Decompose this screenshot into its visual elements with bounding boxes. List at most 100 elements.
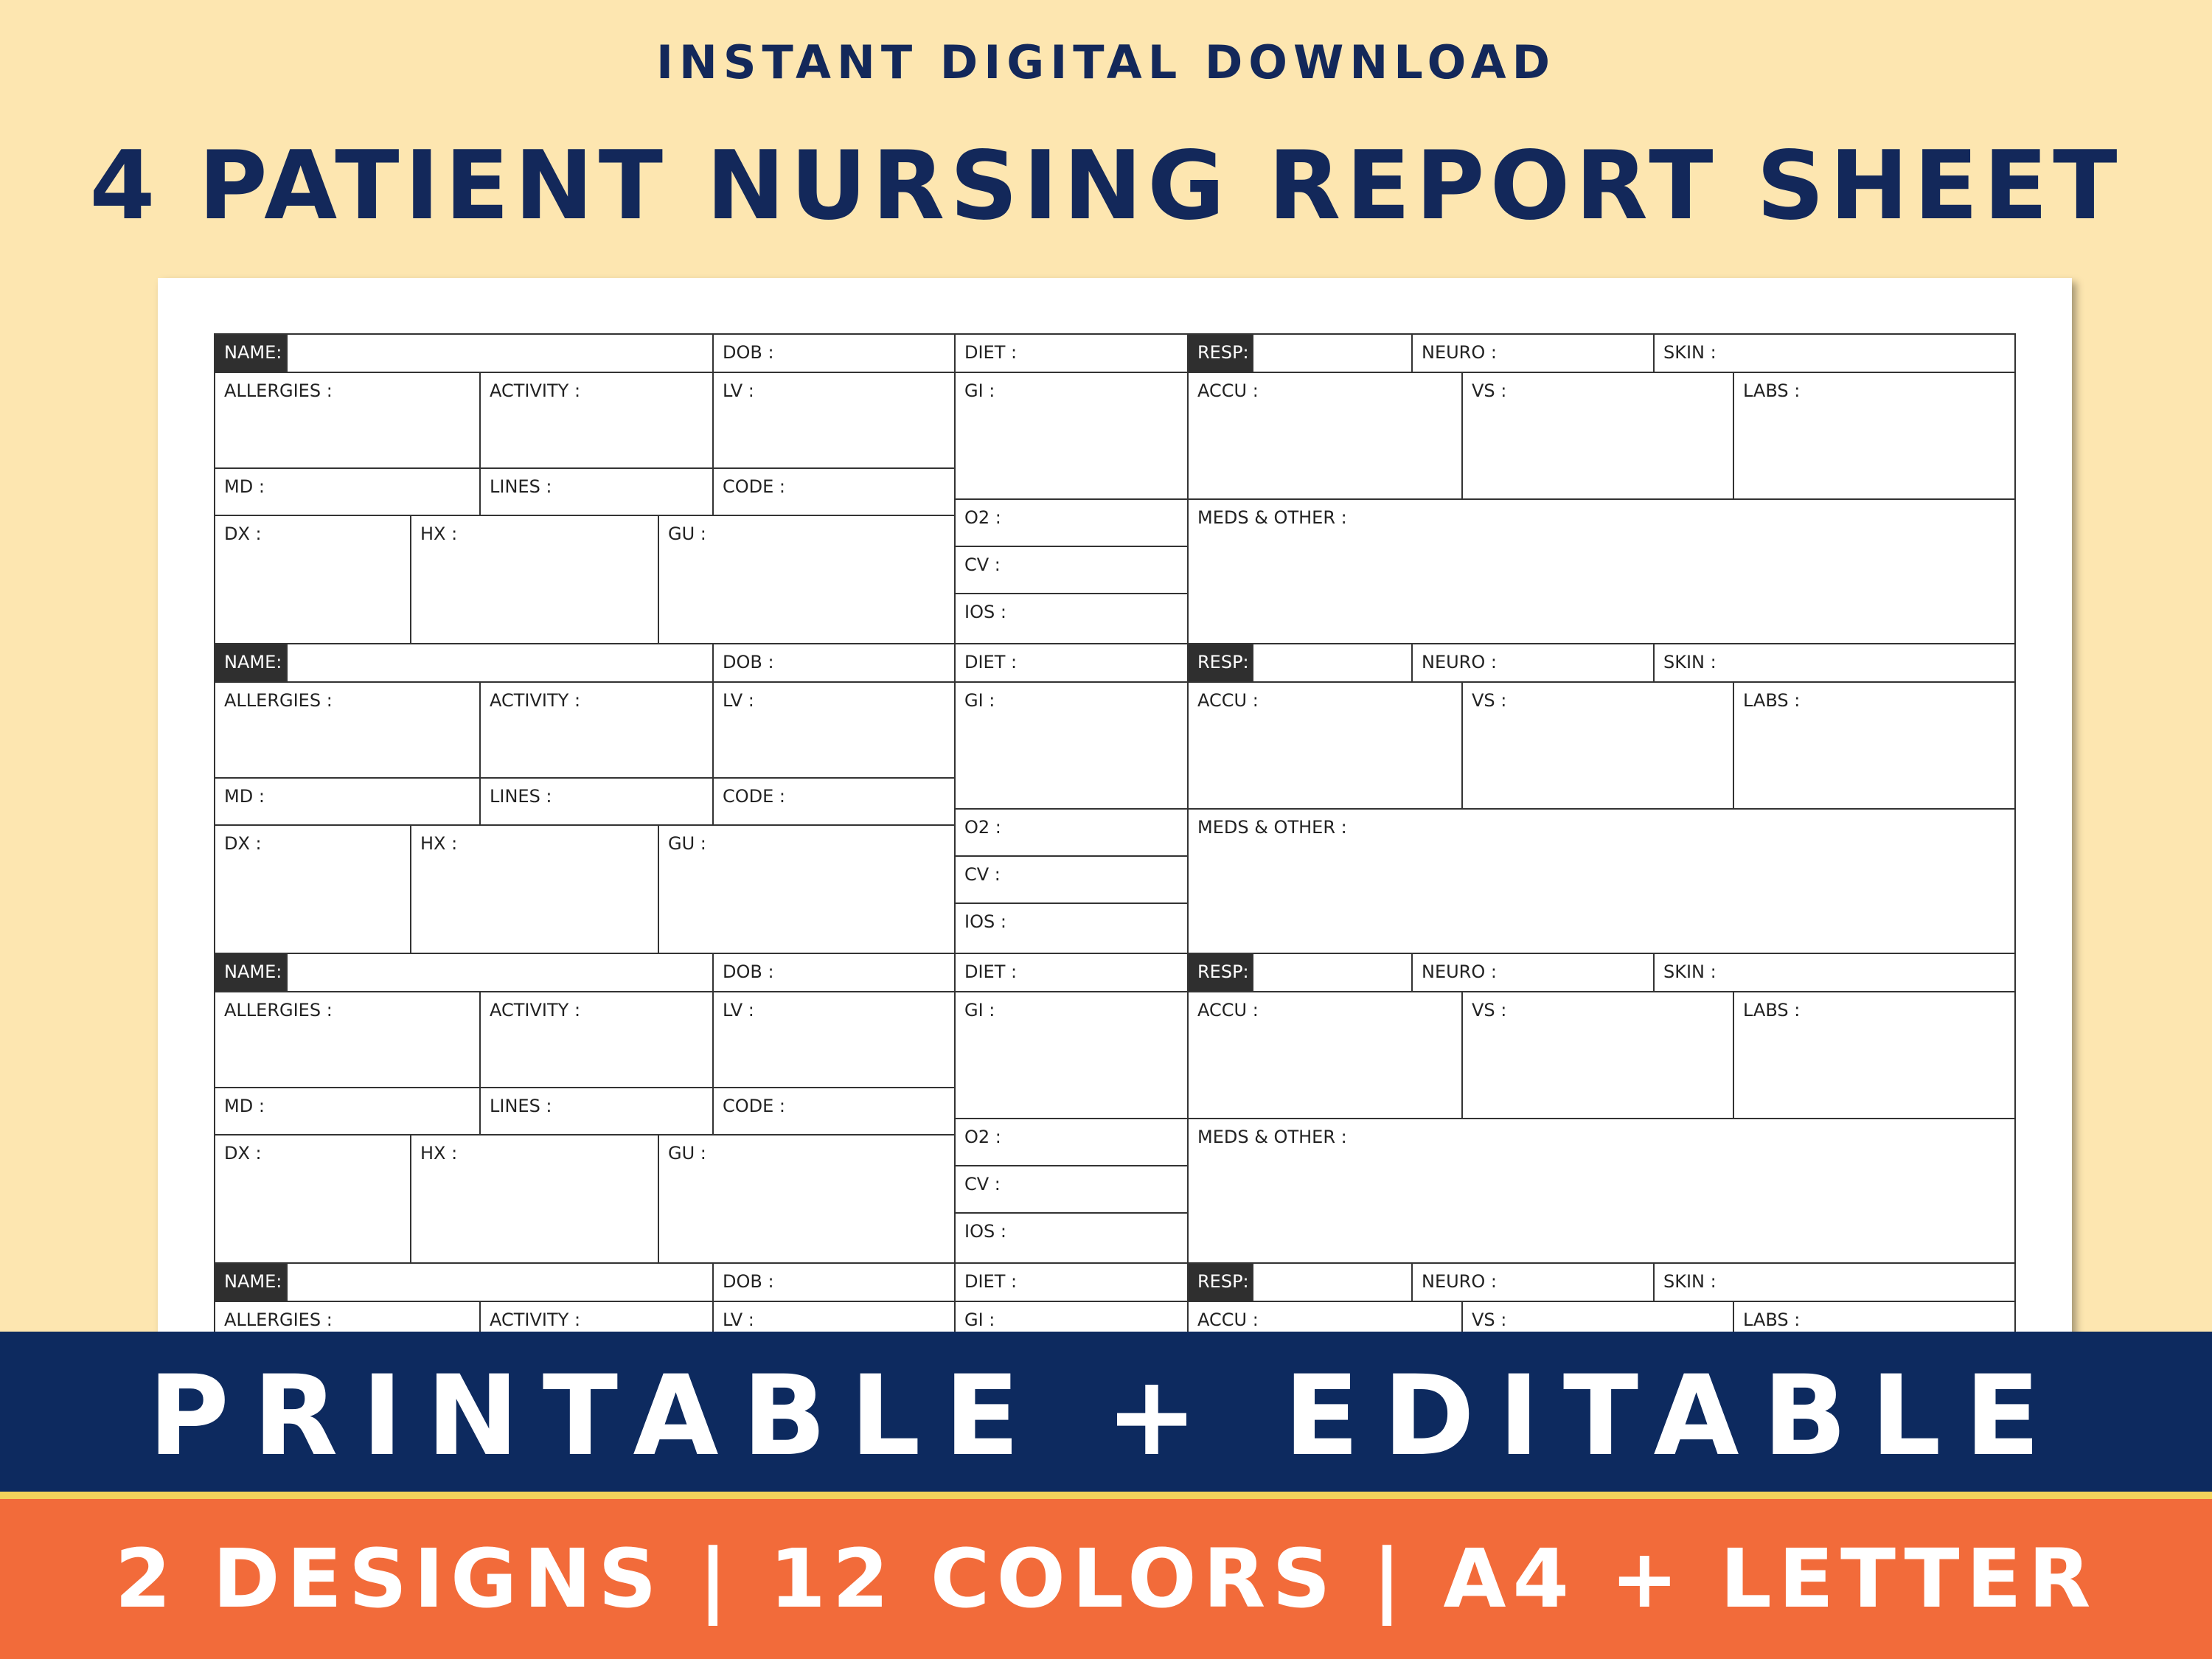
code-field: CODE : — [712, 467, 956, 516]
details-banner: 2 DESIGNS | 12 COLORS | A4 + LETTER — [0, 1499, 2212, 1659]
cv-label: CV : — [964, 1174, 1001, 1194]
o2-field: O2 : — [954, 1118, 1189, 1166]
labs-label: LABS : — [1743, 1000, 1801, 1020]
resp-label: RESP: — [1197, 1271, 1249, 1292]
meds-label: MEDS & OTHER : — [1197, 1127, 1347, 1147]
ios-field: IOS : — [954, 1212, 1189, 1264]
allergies-field: ALLERGIES : — [214, 991, 481, 1088]
gi-label: GI : — [964, 1000, 995, 1020]
cv-field: CV : — [954, 546, 1189, 594]
activity-field: ACTIVITY : — [479, 681, 714, 779]
skin-label: SKIN : — [1663, 1271, 1717, 1292]
vs-label: VS : — [1472, 1000, 1507, 1020]
dob-field: DOB : — [712, 333, 956, 373]
code-label: CODE : — [723, 476, 786, 497]
lv-field: LV : — [712, 372, 956, 469]
hx-field: HX : — [410, 824, 659, 954]
skin-field: SKIN : — [1653, 953, 2016, 992]
gi-label: GI : — [964, 380, 995, 401]
name-entry-field[interactable] — [286, 333, 714, 373]
lv-label: LV : — [723, 1000, 754, 1020]
name-entry-field[interactable] — [286, 643, 714, 683]
activity-field: ACTIVITY : — [479, 991, 714, 1088]
neuro-field: NEURO : — [1411, 1262, 1655, 1302]
cv-field: CV : — [954, 855, 1189, 904]
name-label: NAME: — [224, 342, 282, 363]
name-entry-field[interactable] — [1252, 643, 1413, 683]
vs-label: VS : — [1472, 690, 1507, 711]
activity-label: ACTIVITY : — [490, 1000, 581, 1020]
resp-label: RESP: — [1197, 961, 1249, 982]
accu-label: ACCU : — [1197, 690, 1259, 711]
neuro-label: NEURO : — [1422, 1271, 1497, 1292]
vs-label: VS : — [1472, 1310, 1507, 1330]
dx-label: DX : — [224, 1143, 262, 1164]
resp-field: RESP: — [1187, 953, 1253, 992]
ios-label: IOS : — [964, 1221, 1006, 1242]
dob-label: DOB : — [723, 1271, 774, 1292]
meds-field: MEDS & OTHER : — [1187, 808, 2016, 954]
name-field: NAME: — [214, 953, 288, 992]
hx-field: HX : — [410, 515, 659, 644]
name-entry-field[interactable] — [286, 1262, 714, 1302]
activity-field: ACTIVITY : — [479, 372, 714, 469]
name-label: NAME: — [224, 652, 282, 672]
accu-field: ACCU : — [1187, 681, 1463, 810]
dx-label: DX : — [224, 524, 262, 544]
neuro-field: NEURO : — [1411, 643, 1655, 683]
gu-label: GU : — [668, 524, 706, 544]
patient-block-2: NAME: DOB : DIET : RESP: NEURO : SKIN : ALLERG… — [214, 643, 2016, 954]
name-entry-field[interactable] — [1252, 333, 1413, 373]
vs-field: VS : — [1461, 991, 1734, 1119]
gu-field: GU : — [658, 1134, 956, 1264]
ios-label: IOS : — [964, 602, 1006, 622]
gu-field: GU : — [658, 824, 956, 954]
allergies-field: ALLERGIES : — [214, 681, 481, 779]
skin-field: SKIN : — [1653, 643, 2016, 683]
lv-label: LV : — [723, 380, 754, 401]
meds-field: MEDS & OTHER : — [1187, 1118, 2016, 1264]
name-entry-field[interactable] — [286, 953, 714, 992]
activity-label: ACTIVITY : — [490, 380, 581, 401]
name-field: NAME: — [214, 333, 288, 373]
diet-label: DIET : — [964, 1271, 1018, 1292]
name-entry-field[interactable] — [1252, 953, 1413, 992]
o2-field: O2 : — [954, 498, 1189, 547]
gi-field: GI : — [954, 991, 1189, 1119]
lv-label: LV : — [723, 1310, 754, 1330]
report-sheet-grid: NAME: DOB : DIET : RESP: NEURO : SKIN : ALLERG… — [214, 333, 2016, 1573]
diet-label: DIET : — [964, 342, 1018, 363]
ios-field: IOS : — [954, 593, 1189, 644]
neuro-field: NEURO : — [1411, 333, 1655, 373]
allergies-label: ALLERGIES : — [224, 1310, 333, 1330]
dx-field: DX : — [214, 824, 411, 954]
diet-field: DIET : — [954, 333, 1189, 373]
banner-text: PRINTABLE + EDITABLE — [148, 1352, 2064, 1481]
allergies-label: ALLERGIES : — [224, 690, 333, 711]
gi-label: GI : — [964, 690, 995, 711]
labs-field: LABS : — [1733, 681, 2016, 810]
vs-label: VS : — [1472, 380, 1507, 401]
ios-field: IOS : — [954, 902, 1189, 954]
cv-label: CV : — [964, 554, 1001, 575]
labs-label: LABS : — [1743, 690, 1801, 711]
dob-label: DOB : — [723, 652, 774, 672]
md-field: MD : — [214, 777, 481, 826]
md-field: MD : — [214, 467, 481, 516]
gu-label: GU : — [668, 833, 706, 854]
neuro-label: NEURO : — [1422, 961, 1497, 982]
dx-field: DX : — [214, 515, 411, 644]
labs-label: LABS : — [1743, 1310, 1801, 1330]
o2-label: O2 : — [964, 817, 1001, 838]
name-field: NAME: — [214, 1262, 288, 1302]
meds-label: MEDS & OTHER : — [1197, 817, 1347, 838]
meds-label: MEDS & OTHER : — [1197, 507, 1347, 528]
lv-field: LV : — [712, 681, 956, 779]
activity-label: ACTIVITY : — [490, 690, 581, 711]
resp-field: RESP: — [1187, 643, 1253, 683]
allergies-label: ALLERGIES : — [224, 380, 333, 401]
name-entry-field[interactable] — [1252, 1262, 1413, 1302]
lv-label: LV : — [723, 690, 754, 711]
vs-field: VS : — [1461, 681, 1734, 810]
patient-block-3: NAME: DOB : DIET : RESP: NEURO : SKIN : ALLERG… — [214, 953, 2016, 1264]
